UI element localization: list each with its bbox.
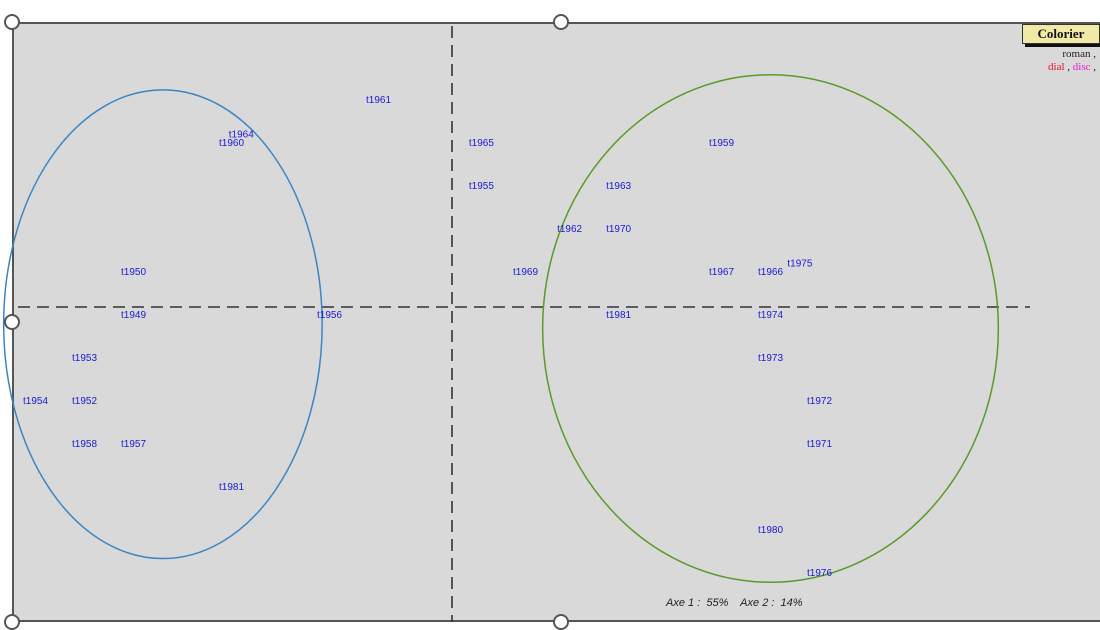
cluster-ellipse-left [2, 89, 323, 560]
axis-inertia-caption: Axe 1 : 55% Axe 2 : 14% [666, 597, 803, 609]
point-label[interactable]: t1972 [807, 396, 832, 407]
point-label[interactable]: t1950 [121, 267, 146, 278]
legend-separator: , [1064, 61, 1073, 73]
legend-line-1: roman , [1062, 48, 1096, 60]
point-label[interactable]: t1971 [807, 439, 832, 450]
point-label[interactable]: t1973 [758, 353, 783, 364]
point-label[interactable]: t1976 [807, 568, 832, 579]
point-label[interactable]: t1957 [121, 439, 146, 450]
resize-handle-top-center[interactable] [553, 14, 569, 30]
point-label[interactable]: t1949 [121, 310, 146, 321]
legend-separator: , [1090, 61, 1096, 73]
point-label[interactable]: t1953 [72, 353, 97, 364]
point-label[interactable]: t1969 [513, 267, 538, 278]
point-label[interactable]: t1965 [469, 138, 494, 149]
cluster-ellipse-right [541, 74, 1000, 583]
legend-item-dial[interactable]: dial [1048, 61, 1065, 73]
legend-line-2: dial , disc , [1048, 61, 1096, 74]
point-label[interactable]: t1956 [317, 310, 342, 321]
point-label[interactable]: t1962 [557, 224, 582, 235]
point-label[interactable]: t1954 [23, 396, 48, 407]
resize-handle-top-left[interactable] [4, 14, 20, 30]
point-label[interactable]: t1960 [219, 138, 244, 149]
point-label[interactable]: t1981 [219, 482, 244, 493]
point-label[interactable]: t1963 [606, 181, 631, 192]
colorier-button[interactable]: Colorier [1022, 24, 1100, 44]
point-label[interactable]: t1966 [758, 267, 783, 278]
point-label[interactable]: t1981 [606, 310, 631, 321]
point-label[interactable]: t1975 [787, 259, 812, 270]
resize-handle-middle-left[interactable] [4, 314, 20, 330]
point-label[interactable]: t1955 [469, 181, 494, 192]
point-label[interactable]: t1974 [758, 310, 783, 321]
legend-item-disc[interactable]: disc [1072, 61, 1091, 73]
point-label[interactable]: t1967 [709, 267, 734, 278]
point-label[interactable]: t1980 [758, 525, 783, 536]
point-label[interactable]: t1958 [72, 439, 97, 450]
legend: roman , dial , disc , [1048, 48, 1096, 74]
point-label[interactable]: t1964 [229, 130, 254, 141]
point-label[interactable]: t1952 [72, 396, 97, 407]
point-label[interactable]: t1970 [606, 224, 631, 235]
point-label[interactable]: t1961 [366, 95, 391, 106]
cluster-ellipses [2, 74, 1000, 583]
point-label[interactable]: t1959 [709, 138, 734, 149]
